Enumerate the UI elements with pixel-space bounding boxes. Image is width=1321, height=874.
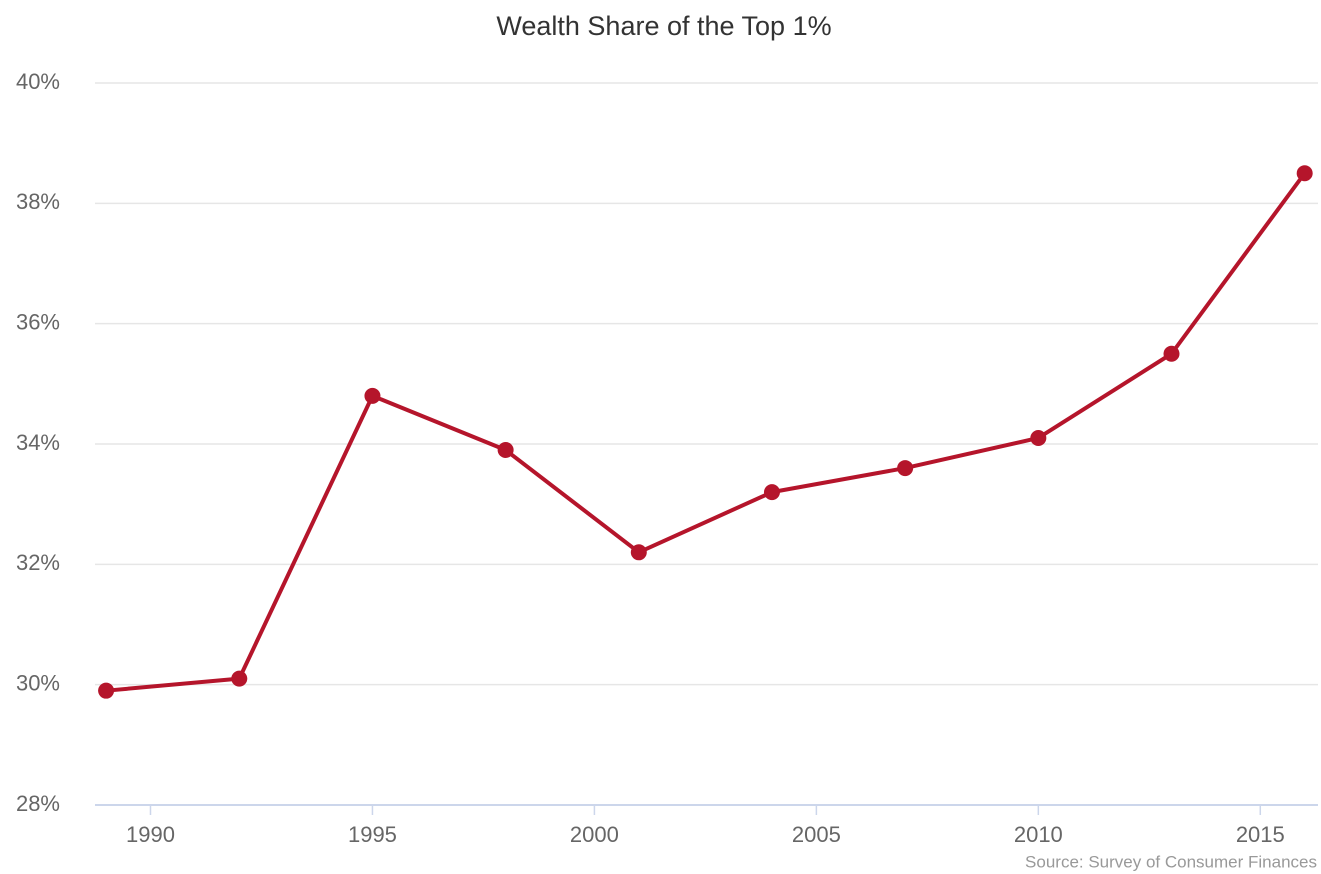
x-tick-label: 2015 — [1236, 822, 1285, 847]
data-point — [763, 484, 780, 501]
x-tick-label: 1995 — [348, 822, 397, 847]
series-line — [105, 172, 1307, 693]
data-point — [1296, 165, 1313, 182]
x-tick-label: 2005 — [792, 822, 841, 847]
x-tick-label: 2010 — [1014, 822, 1063, 847]
y-tick-label: 30% — [16, 670, 60, 695]
x-tick-label: 2000 — [570, 822, 619, 847]
y-tick-label: 40% — [16, 69, 60, 94]
y-tick-label: 32% — [16, 550, 60, 575]
data-point — [231, 670, 248, 687]
data-point — [364, 387, 381, 404]
source-note: Source: Survey of Consumer Finances — [1025, 852, 1317, 871]
y-tick-label: 38% — [16, 189, 60, 214]
chart-title: Wealth Share of the Top 1% — [496, 11, 831, 41]
data-point — [897, 460, 914, 477]
data-point — [98, 682, 115, 699]
x-tick-label: 1990 — [126, 822, 175, 847]
data-point — [630, 544, 647, 561]
data-point — [1030, 429, 1047, 446]
data-point — [1163, 345, 1180, 362]
data-point — [497, 442, 514, 459]
y-tick-label: 28% — [16, 791, 60, 816]
y-tick-label: 34% — [16, 430, 60, 455]
y-tick-label: 36% — [16, 309, 60, 334]
